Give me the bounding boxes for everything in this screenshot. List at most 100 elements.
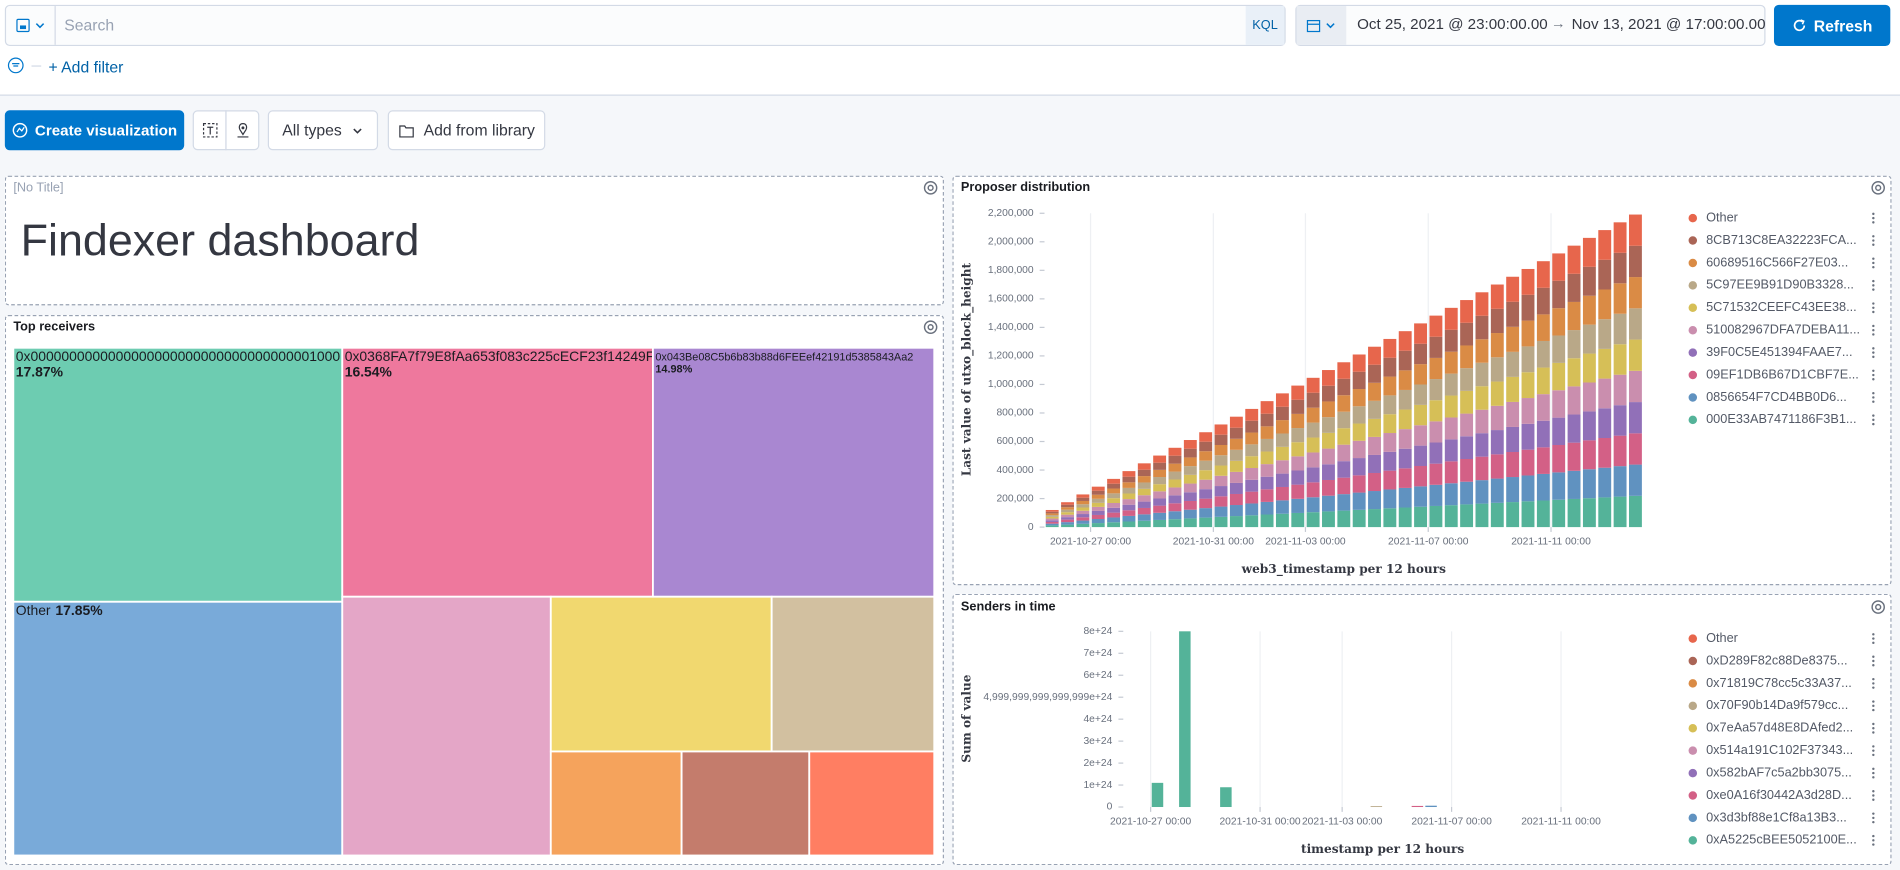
legend-label: 0xe0A16f30442A3d28D... xyxy=(1706,787,1852,802)
bar-segment xyxy=(1490,284,1504,309)
create-icon xyxy=(12,122,28,138)
language-button[interactable]: KQL xyxy=(1245,6,1285,45)
legend-swatch xyxy=(1688,281,1698,290)
add-filter[interactable]: + Add filter xyxy=(48,58,124,77)
legend-swatch xyxy=(1688,258,1698,268)
maps-button[interactable] xyxy=(225,110,260,151)
bar-segment xyxy=(1168,519,1182,528)
legend-menu-dot xyxy=(1872,216,1875,220)
bar-segment xyxy=(1214,496,1228,507)
bar-segment xyxy=(1368,491,1381,510)
bar-segment xyxy=(1582,469,1596,499)
bar-segment xyxy=(1536,287,1550,315)
type-filter[interactable]: All types xyxy=(267,110,379,151)
bar-segment xyxy=(1475,503,1489,528)
bar-segment xyxy=(1506,401,1520,427)
bar-segment xyxy=(1475,409,1489,434)
gear-icon[interactable] xyxy=(923,320,938,334)
bar-segment xyxy=(1628,308,1642,340)
legend-menu-dot xyxy=(1872,239,1875,242)
start-date[interactable]: Oct 25, 2021 @ 23:00:00.00 xyxy=(1357,15,1548,33)
bar-segment xyxy=(1260,451,1274,465)
legend-swatch xyxy=(1688,370,1698,380)
bar-segment xyxy=(1368,364,1381,383)
legend-label: 000E33AB7471186F3B1... xyxy=(1706,411,1856,426)
bar-segment xyxy=(1521,294,1535,321)
bar-segment xyxy=(1598,259,1612,290)
search-placeholder[interactable]: Search xyxy=(64,15,115,34)
bar-segment xyxy=(1322,479,1335,496)
legend-menu-dot xyxy=(1872,767,1875,771)
bar-segment xyxy=(1322,511,1335,528)
bar-segment xyxy=(1429,357,1443,380)
bar-segment xyxy=(1107,488,1121,494)
bar-segment xyxy=(1168,455,1182,464)
bar-segment xyxy=(1398,331,1412,351)
bar-segment xyxy=(1091,498,1105,503)
filter-icon[interactable] xyxy=(7,57,24,74)
bar-segment xyxy=(1091,494,1105,499)
bar-segment xyxy=(1598,497,1612,528)
treemap-label: Other xyxy=(16,602,51,618)
bar-segment xyxy=(1613,344,1627,375)
x-tick-label: 2021-11-03 00:00 xyxy=(1302,816,1383,827)
bar-segment xyxy=(1414,445,1428,466)
bar-segment xyxy=(1199,470,1213,480)
bar-segment xyxy=(1260,501,1274,515)
refresh-button[interactable]: Refresh xyxy=(1773,4,1891,47)
bar-segment xyxy=(1398,487,1412,508)
legend-menu-dot xyxy=(1872,834,1875,838)
legend-label: 60689516C566F27E03... xyxy=(1706,254,1848,269)
treemap-cell xyxy=(341,595,552,857)
gear-icon[interactable] xyxy=(1871,600,1885,614)
bar-segment xyxy=(1352,389,1366,407)
bar-segment xyxy=(1398,429,1412,449)
quick-menu-button[interactable] xyxy=(1296,6,1347,45)
bar-segment xyxy=(1521,268,1535,295)
add-from-library-button[interactable]: Add from library xyxy=(387,110,546,151)
bar-segment xyxy=(1475,456,1489,481)
end-date[interactable]: Nov 13, 2021 @ 17:00:00.00 xyxy=(1571,15,1766,33)
bar-segment xyxy=(1383,357,1397,377)
legend-menu-dot xyxy=(1872,633,1875,636)
gear-icon[interactable] xyxy=(923,181,938,195)
saved-query-button[interactable] xyxy=(6,6,56,45)
legend-label: 5C71532CEEFC43EE38... xyxy=(1706,299,1857,314)
bar-segment xyxy=(1368,454,1381,473)
bar-segment xyxy=(1598,467,1612,498)
bar-segment xyxy=(1444,417,1458,440)
bar-segment xyxy=(1061,514,1074,518)
bar-segment xyxy=(1275,473,1289,487)
bar-segment xyxy=(1398,507,1412,528)
bar-segment xyxy=(1151,782,1164,808)
bar-segment xyxy=(1245,456,1259,469)
bar-segment xyxy=(1168,511,1182,520)
bar-segment xyxy=(1260,426,1274,439)
bar-segment xyxy=(1275,486,1289,501)
bar-segment xyxy=(1567,414,1581,443)
bar-segment xyxy=(1414,506,1428,528)
bar-segment xyxy=(1628,277,1642,309)
create-visualization-button[interactable]: Create visualization xyxy=(4,110,185,151)
bar-segment xyxy=(1582,237,1596,267)
bar-segment xyxy=(1628,495,1642,528)
bar-segment xyxy=(1214,516,1228,528)
bar-segment xyxy=(1183,483,1197,493)
bar-segment xyxy=(1076,497,1090,501)
bar-segment xyxy=(1475,362,1489,387)
text-button[interactable] xyxy=(192,110,227,151)
bar-segment xyxy=(1229,482,1243,494)
legend-menu-dot xyxy=(1872,373,1875,377)
bar-segment xyxy=(1414,404,1428,426)
bar-segment xyxy=(1245,479,1259,492)
bar-segment xyxy=(1444,373,1458,396)
bar-segment xyxy=(1045,520,1059,522)
bar-segment xyxy=(1183,448,1197,458)
legend-label: 510082967DFA7DEBA11... xyxy=(1706,322,1860,337)
bar-segment xyxy=(1628,339,1642,371)
x-tick-label: 2021-11-03 00:00 xyxy=(1265,536,1346,547)
gear-icon[interactable] xyxy=(1871,181,1885,195)
bar-segment xyxy=(1153,519,1167,528)
bar-segment xyxy=(1337,477,1351,495)
